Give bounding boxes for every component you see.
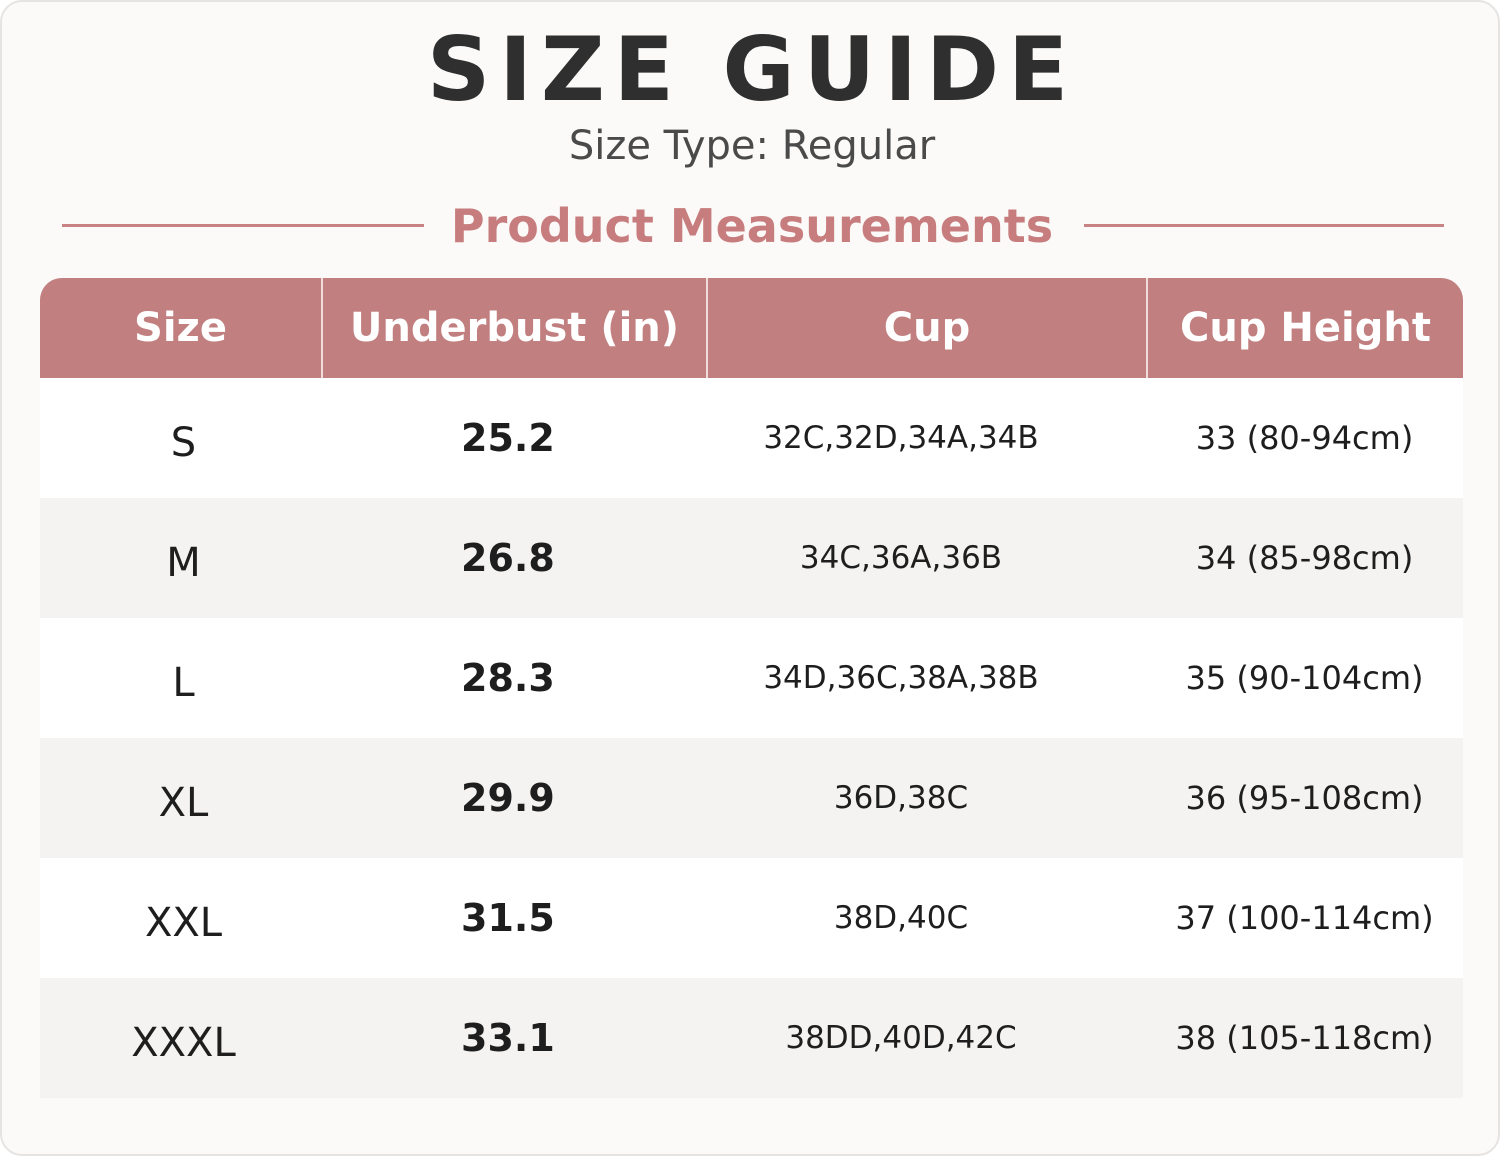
- table-header: Size Underbust (in) Cup Cup Height: [40, 278, 1463, 378]
- column-header-cup-height: Cup Height: [1146, 278, 1463, 378]
- table-row: XL 29.9 36D,38C 36 (95-108cm): [40, 738, 1463, 858]
- table-row: L 28.3 34D,36C,38A,38B 35 (90-104cm): [40, 618, 1463, 738]
- cell-cup: 38D,40C: [833, 900, 969, 936]
- cell-size: L: [172, 660, 195, 706]
- cell-cup-height: 34 (85-98cm): [1195, 539, 1414, 577]
- cell-cup-height: 33 (80-94cm): [1195, 419, 1414, 457]
- cell-size: XXL: [144, 900, 223, 946]
- cell-size: XXXL: [131, 1020, 236, 1066]
- cell-underbust: 28.3: [461, 656, 555, 700]
- column-header-underbust: Underbust (in): [321, 278, 706, 378]
- size-type-subtitle: Size Type: Regular: [568, 123, 936, 169]
- table-row: M 26.8 34C,36A,36B 34 (85-98cm): [40, 498, 1463, 618]
- table-row: XXXL 33.1 38DD,40D,42C 38 (105-118cm): [40, 978, 1463, 1098]
- cell-cup-height: 35 (90-104cm): [1185, 659, 1424, 697]
- table-row: XXL 31.5 38D,40C 37 (100-114cm): [40, 858, 1463, 978]
- column-header-cup: Cup: [706, 278, 1146, 378]
- cell-underbust: 29.9: [461, 776, 555, 820]
- cell-size: M: [166, 540, 201, 586]
- cell-cup: 34C,36A,36B: [799, 540, 1003, 576]
- cell-size: S: [170, 420, 197, 466]
- table-row: S 25.2 32C,32D,34A,34B 33 (80-94cm): [40, 378, 1463, 498]
- column-header-size: Size: [134, 305, 227, 351]
- cell-size: XL: [158, 780, 209, 826]
- section-divider-left: [62, 224, 424, 227]
- cell-cup-height: 37 (100-114cm): [1175, 899, 1434, 937]
- cell-underbust: 26.8: [461, 536, 555, 580]
- cell-underbust: 25.2: [461, 416, 555, 460]
- page-title: SIZE GUIDE: [426, 18, 1078, 121]
- cell-cup: 34D,36C,38A,38B: [763, 660, 1039, 696]
- cell-cup-height: 36 (95-108cm): [1185, 779, 1424, 817]
- cell-cup: 32C,32D,34A,34B: [763, 420, 1039, 456]
- cell-cup: 36D,38C: [833, 780, 969, 816]
- cell-cup-height: 38 (105-118cm): [1175, 1019, 1434, 1057]
- size-table: Size Underbust (in) Cup Cup Height S 25.…: [40, 278, 1463, 1098]
- cell-underbust: 33.1: [461, 1016, 555, 1060]
- table-body: S 25.2 32C,32D,34A,34B 33 (80-94cm) M 26…: [40, 378, 1463, 1098]
- cell-cup: 38DD,40D,42C: [785, 1020, 1017, 1056]
- section-divider-right: [1084, 224, 1444, 227]
- cell-underbust: 31.5: [461, 896, 555, 940]
- section-title: Product Measurements: [450, 199, 1054, 253]
